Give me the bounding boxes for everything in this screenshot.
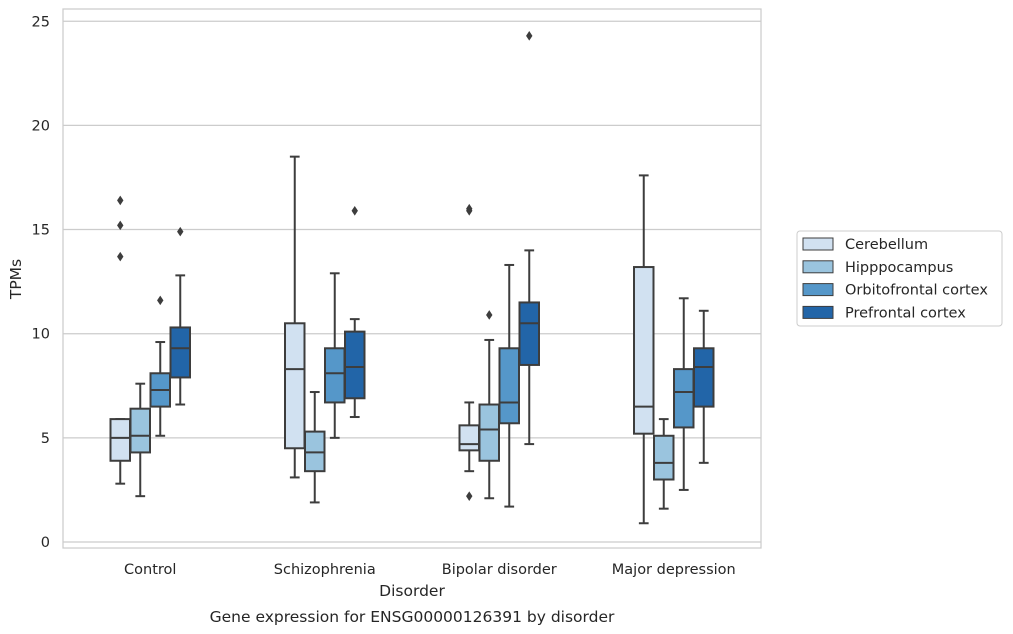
chart-caption: Gene expression for ENSG00000126391 by d…: [210, 608, 615, 626]
x-axis-ticks: Control Schizophrenia Bipolar disorder Majo…: [124, 562, 736, 578]
box-0-0: [109, 195, 131, 485]
box-flier: [117, 220, 124, 231]
box-body: [673, 368, 695, 429]
box-body: [129, 407, 151, 454]
box-body: [458, 424, 480, 452]
legend-label: Cerebellum: [845, 237, 928, 253]
legend: Cerebellum Hipppocampus Orbitofrontal cort…: [796, 230, 1003, 327]
y-axis-label: TPMs: [7, 259, 25, 300]
y-tick-label: 5: [41, 431, 50, 447]
box-1-2: [324, 272, 346, 439]
box-2-0: [458, 203, 480, 501]
box-flier: [486, 310, 493, 320]
box-body: [109, 418, 131, 462]
box-body: [324, 347, 346, 404]
box-2-2: [498, 263, 520, 508]
box-flier: [351, 206, 358, 216]
box-3-1: [653, 418, 675, 510]
legend-label: Hipppocampus: [845, 260, 953, 276]
box-3-3: [693, 309, 715, 464]
box-1-3: [344, 206, 366, 419]
box-flier: [117, 195, 124, 206]
x-axis-label: Disorder: [379, 582, 445, 600]
box-body: [169, 326, 191, 379]
y-tick-label: 20: [32, 118, 50, 134]
plot-frame: [62, 8, 762, 549]
plot-area: [109, 31, 715, 525]
box-flier: [177, 226, 184, 237]
legend-frame: [796, 230, 1003, 327]
box-body: [518, 301, 540, 366]
box-flier: [466, 203, 473, 214]
y-tick-label: 10: [32, 327, 50, 343]
box-body: [498, 347, 520, 425]
box-body: [304, 430, 326, 473]
box-1-0: [284, 155, 306, 479]
box-body: [478, 403, 500, 462]
box-body: [344, 330, 366, 400]
x-tick-label: Control: [124, 562, 176, 578]
box-0-2: [149, 295, 171, 437]
box-2-3: [518, 31, 540, 446]
box-3-2: [673, 297, 695, 491]
box-0-3: [169, 226, 191, 406]
y-tick-label: 0: [41, 535, 50, 551]
box-flier: [117, 251, 124, 262]
box-body: [633, 266, 655, 435]
box-body: [693, 347, 715, 408]
legend-swatch: [802, 260, 834, 274]
box-flier: [466, 491, 473, 501]
legend-swatch: [802, 305, 834, 319]
x-tick-label: Bipolar disorder: [442, 562, 557, 578]
box-flier: [526, 31, 533, 41]
y-tick-label: 25: [32, 14, 50, 30]
box-body: [284, 322, 306, 450]
legend-swatch: [802, 283, 834, 297]
legend-label: Orbitofrontal cortex: [845, 283, 988, 299]
box-3-0: [633, 174, 655, 525]
box-body: [653, 434, 675, 481]
box-0-1: [129, 382, 151, 498]
box-1-1: [304, 391, 326, 504]
legend-swatch: [802, 237, 834, 251]
box-flier: [157, 295, 164, 306]
box-2-1: [478, 310, 500, 500]
legend-label: Prefrontal cortex: [845, 305, 966, 321]
y-axis-ticks: 0 5 10 15 20 25: [32, 14, 50, 551]
x-tick-label: Schizophrenia: [274, 562, 376, 578]
x-tick-label: Major depression: [612, 562, 736, 578]
y-tick-label: 15: [32, 223, 50, 239]
